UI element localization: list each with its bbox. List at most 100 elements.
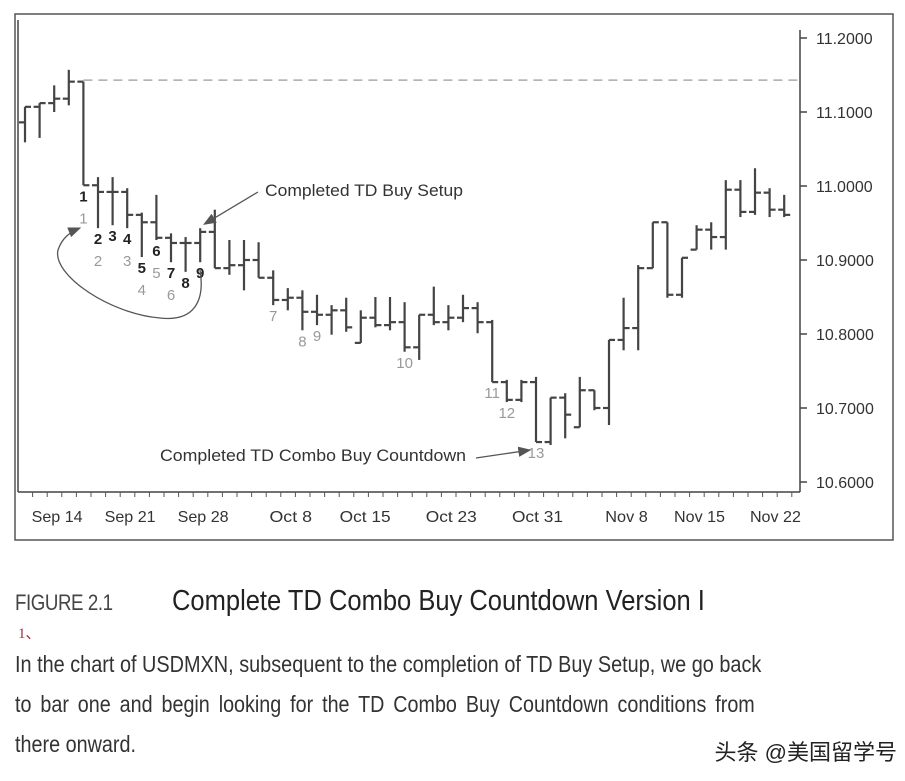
ohlc-bar xyxy=(296,290,309,331)
x-tick-label: Oct 31 xyxy=(512,509,563,526)
ohlc-bar xyxy=(340,297,353,332)
figure-number: FIGURE 2.1 xyxy=(15,590,113,615)
ohlc-bar xyxy=(194,228,207,263)
ohlc-bar xyxy=(92,177,104,229)
ohlc-bar xyxy=(121,188,134,229)
annotations: Completed TD Buy Setup Completed TD Comb… xyxy=(57,181,532,465)
annotation-setup: Completed TD Buy Setup xyxy=(265,181,463,200)
ohlc-bar xyxy=(106,177,119,226)
countdown-label: 3 xyxy=(123,253,131,270)
ohlc-bar xyxy=(179,237,192,272)
ohlc-bar xyxy=(734,180,747,218)
curved-arrow-back-to-bar-one xyxy=(57,227,202,320)
setup-count-label: 5 xyxy=(138,260,146,277)
x-tick-label: Oct 23 xyxy=(426,509,477,526)
x-tick-label: Nov 8 xyxy=(605,509,648,526)
y-tick-label: 10.8000 xyxy=(816,327,874,344)
ohlc-bar xyxy=(588,389,601,411)
caption-line-3: there onward. xyxy=(15,731,136,757)
ohlc-bar xyxy=(369,297,382,328)
ohlc-bar xyxy=(603,338,615,426)
ohlc-bar xyxy=(632,265,645,351)
ohlc-bar xyxy=(515,379,528,403)
ohlc-bar xyxy=(646,221,659,270)
ohlc-bar xyxy=(573,376,586,429)
ohlc-bar xyxy=(442,305,455,331)
y-tick-label: 11.1000 xyxy=(816,105,873,122)
countdown-label: 12 xyxy=(498,405,515,422)
caption-line-2: to bar one and begin looking for the TD … xyxy=(15,691,755,717)
ohlc-bar xyxy=(413,313,426,360)
x-tick-label: Oct 15 xyxy=(340,509,391,526)
x-tick-label: Oct 8 xyxy=(269,509,312,526)
y-tick-label: 11.0000 xyxy=(816,179,873,196)
annotation-countdown: Completed TD Combo Buy Countdown xyxy=(160,446,466,465)
countdown-label: 9 xyxy=(313,328,321,345)
x-tick-label: Nov 22 xyxy=(750,509,801,526)
ohlc-bar xyxy=(661,221,674,298)
ohlc-chart: 11.2000 11.1000 11.0000 10.9000 10.8000 10.70… xyxy=(14,13,894,541)
ohlc-bar xyxy=(267,270,280,306)
countdown-label: 8 xyxy=(298,333,306,350)
ohlc-bar xyxy=(325,305,338,335)
countdown-label: 11 xyxy=(484,385,500,402)
bars xyxy=(19,69,800,445)
ohlc-bar xyxy=(690,225,703,251)
ohlc-bar xyxy=(281,288,294,311)
setup-count-label: 1 xyxy=(79,188,87,205)
caption-line-1: In the chart of USDMXN, subsequent to th… xyxy=(15,651,762,677)
ohlc-bar xyxy=(384,297,396,331)
ohlc-bar xyxy=(150,194,163,241)
ohlc-bar xyxy=(471,302,484,334)
ohlc-bar xyxy=(77,80,90,187)
countdown-label: 1 xyxy=(79,210,87,227)
x-tick-label: Sep 21 xyxy=(105,509,156,526)
y-tick-label: 10.6000 xyxy=(816,475,874,492)
setup-count-label: 2 xyxy=(94,231,102,248)
ohlc-bar xyxy=(749,168,761,215)
ohlc-bar xyxy=(457,294,469,323)
ohlc-bar xyxy=(530,376,542,444)
figure-frame xyxy=(14,13,894,541)
countdown-label: 4 xyxy=(138,282,146,299)
ohlc-bar xyxy=(19,105,31,143)
arrow-countdown xyxy=(475,446,532,459)
y-tick-label: 10.7000 xyxy=(816,401,874,418)
ohlc-bar xyxy=(676,256,688,298)
ohlc-bar xyxy=(223,240,236,275)
countdown-label: 13 xyxy=(528,445,545,462)
ohlc-bar xyxy=(778,194,791,218)
ohlc-bar xyxy=(763,188,776,218)
y-tick-label: 11.2000 xyxy=(816,31,873,48)
ohlc-bar xyxy=(252,242,265,279)
ohlc-bar xyxy=(500,379,513,403)
setup-count-label: 7 xyxy=(167,265,175,282)
ohlc-bar xyxy=(238,240,250,291)
axes: 11.2000 11.1000 11.0000 10.9000 10.8000 10.70… xyxy=(17,20,874,526)
ohlc-bar xyxy=(354,310,367,344)
ohlc-bar xyxy=(398,302,411,352)
countdown-label: 7 xyxy=(269,308,277,325)
setup-count-label: 3 xyxy=(108,228,116,245)
countdown-label: 6 xyxy=(167,287,175,304)
ohlc-bar xyxy=(311,294,323,326)
setup-count-label: 6 xyxy=(152,243,160,260)
x-tick-label: Sep 14 xyxy=(32,509,83,526)
y-tick-label: 10.9000 xyxy=(816,253,874,270)
setup-count-label: 4 xyxy=(123,231,132,248)
ohlc-bar xyxy=(486,319,499,384)
ohlc-bar xyxy=(705,222,718,250)
ohlc-bar xyxy=(544,396,557,445)
countdown-label: 2 xyxy=(94,253,102,270)
ohlc-bar xyxy=(559,393,572,439)
ohlc-bar xyxy=(48,85,61,112)
ohlc-bar xyxy=(135,212,148,258)
list-marker: 1、 xyxy=(18,626,41,642)
ohlc-bar xyxy=(719,180,732,250)
x-tick-label: Sep 28 xyxy=(178,509,229,526)
ohlc-bar xyxy=(62,69,75,106)
countdown-label: 5 xyxy=(152,265,160,282)
figure-title: Complete TD Combo Buy Countdown Version … xyxy=(172,585,705,617)
ohlc-bar xyxy=(617,297,630,351)
